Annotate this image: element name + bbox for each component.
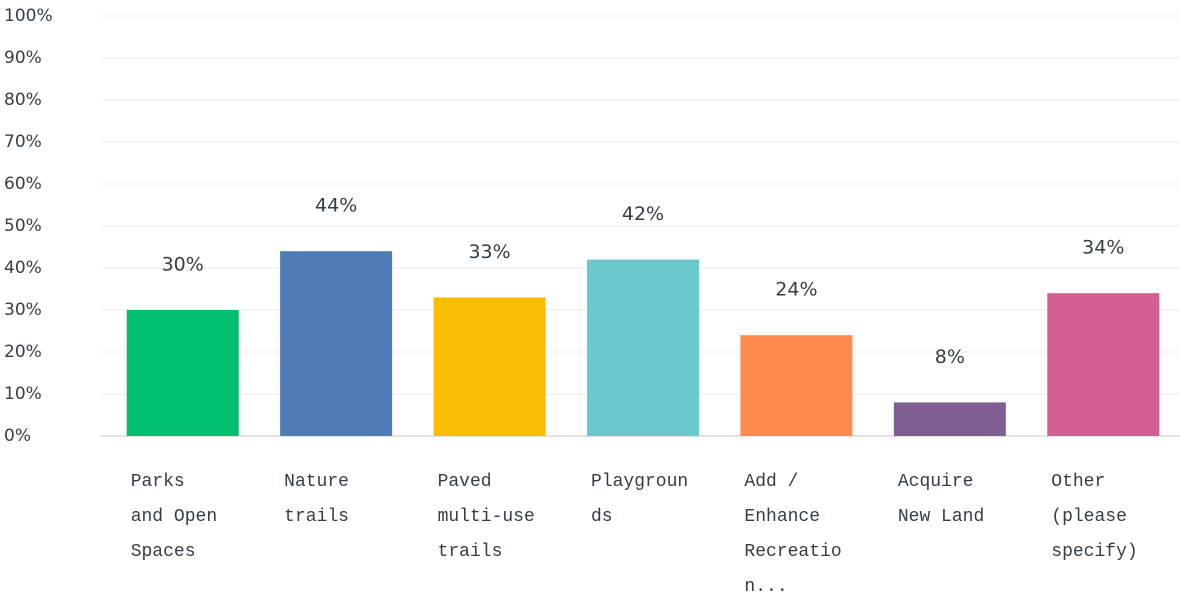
bar (126, 310, 239, 436)
x-tick-label: Paved multi-use trails (437, 472, 535, 562)
x-tick-label: Add / Enhance Recreatio n... (744, 472, 842, 597)
value-label: 30% (162, 254, 204, 276)
value-label: 34% (1082, 237, 1124, 259)
bar (433, 297, 546, 436)
bar (587, 259, 699, 436)
value-label: 24% (775, 279, 817, 301)
y-tick-label: 40% (4, 258, 42, 278)
y-tick-label: 50% (4, 216, 42, 236)
x-tick-label: Acquire New Land (897, 472, 985, 527)
y-tick-label: 30% (4, 300, 42, 320)
x-tick-label: Nature trails (284, 472, 349, 527)
y-tick-label: 70% (4, 132, 42, 152)
y-tick-label: 0% (4, 426, 31, 446)
y-tick-label: 10% (4, 384, 42, 404)
value-label: 8% (935, 346, 965, 368)
bar (280, 251, 393, 436)
bar (893, 402, 1006, 436)
y-tick-label: 80% (4, 90, 42, 110)
bar (740, 335, 853, 436)
value-label: 44% (315, 195, 357, 217)
value-label: 42% (622, 203, 664, 225)
y-tick-label: 100% (4, 6, 53, 26)
y-tick-label: 60% (4, 174, 42, 194)
x-tick-label: Other (please specify) (1051, 472, 1138, 562)
x-tick-label: Playgroun ds (591, 472, 689, 527)
value-label: 33% (468, 241, 510, 263)
y-tick-label: 90% (4, 48, 42, 68)
x-tick-label: Parks and Open Spaces (130, 472, 218, 562)
bar (1047, 293, 1160, 436)
y-tick-label: 20% (4, 342, 42, 362)
